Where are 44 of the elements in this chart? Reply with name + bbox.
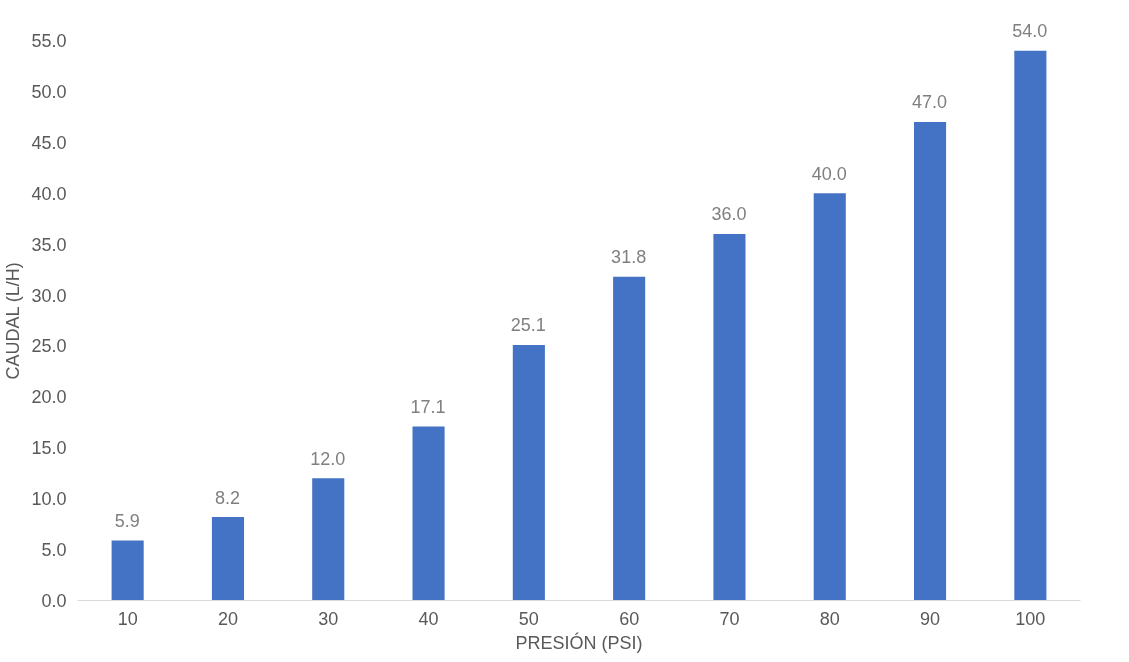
- bar: [713, 233, 746, 601]
- bar: [512, 344, 545, 601]
- y-tick-label: 20.0: [31, 387, 67, 408]
- data-label: 31.8: [611, 247, 647, 269]
- bar: [211, 517, 244, 601]
- x-tick-label: 50: [518, 608, 539, 629]
- data-label: 17.1: [410, 396, 446, 418]
- x-axis-title: PRESIÓN (PSI): [515, 631, 643, 653]
- y-tick-label: 0.0: [41, 591, 67, 611]
- bar: [914, 121, 947, 601]
- x-tick-label: 60: [619, 608, 640, 629]
- x-tick-label: 90: [920, 608, 941, 629]
- y-tick-label: 40.0: [31, 183, 67, 204]
- x-tick-label: 80: [819, 608, 840, 629]
- bar: [813, 193, 846, 601]
- data-label: 40.0: [811, 163, 847, 185]
- bar: [1014, 50, 1047, 601]
- bar: [613, 276, 646, 601]
- data-label: 12.0: [310, 448, 346, 470]
- x-tick-label: 10: [117, 608, 138, 629]
- x-tick-label: 40: [418, 608, 439, 629]
- data-label: 47.0: [912, 92, 948, 114]
- data-label: 36.0: [711, 204, 747, 226]
- y-tick-label: 15.0: [31, 438, 67, 459]
- y-tick-label: 30.0: [31, 285, 67, 306]
- bar: [111, 540, 144, 601]
- x-tick-label: 70: [719, 608, 740, 629]
- y-tick-label: 50.0: [31, 81, 67, 102]
- x-tick-label: 30: [318, 608, 339, 629]
- y-tick-label: 55.0: [31, 31, 67, 51]
- y-tick-label: 10.0: [31, 489, 67, 510]
- y-tick-label: 35.0: [31, 234, 67, 255]
- x-tick-label: 100: [1015, 608, 1046, 629]
- bar: [412, 426, 445, 601]
- y-tick-label: 25.0: [31, 336, 67, 357]
- data-label: 8.2: [214, 487, 240, 509]
- data-label: 5.9: [114, 510, 140, 532]
- data-label: 25.1: [510, 315, 546, 337]
- y-tick-label: 5.0: [41, 540, 67, 561]
- y-axis-title: CAUDAL (L/H): [3, 262, 24, 380]
- x-tick-label: 20: [217, 608, 238, 629]
- y-tick-label: 45.0: [31, 132, 67, 153]
- bar: [312, 478, 345, 601]
- data-label: 54.0: [1012, 21, 1048, 43]
